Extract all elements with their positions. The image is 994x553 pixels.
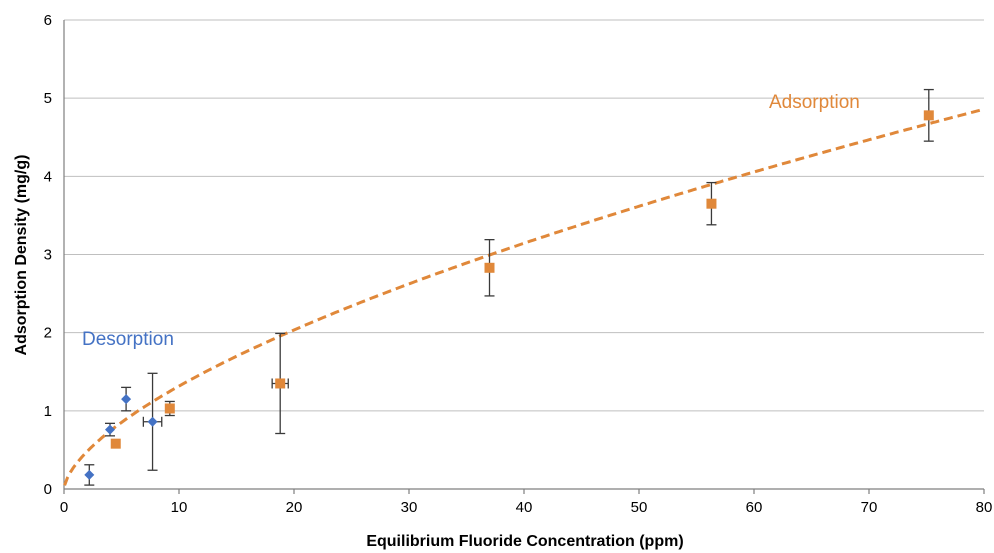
x-axis-title: Equilibrium Fluoride Concentration (ppm): [366, 533, 683, 550]
data-point-adsorption: [923, 110, 934, 121]
adsorption-label: Adsorption: [769, 92, 860, 113]
y-tick-label: 1: [44, 403, 52, 420]
x-tick-label: 20: [286, 499, 303, 516]
x-tick-label: 80: [976, 499, 993, 516]
x-tick-label: 0: [60, 499, 68, 516]
data-point-desorption: [105, 424, 115, 435]
desorption-label: Desorption: [82, 329, 174, 350]
y-tick-label: 5: [44, 90, 52, 107]
data-point-desorption: [121, 394, 132, 405]
data-point-desorption: [84, 469, 95, 480]
data-point-desorption: [147, 416, 158, 427]
error-bars: [84, 88, 934, 486]
fit-line-adsorption: [63, 108, 983, 486]
gridlines: [64, 19, 984, 412]
y-tick-label: 4: [44, 168, 52, 185]
y-tick-labels: 0 1 2 3 4 5 6: [44, 12, 52, 498]
data-point-adsorption: [164, 403, 175, 414]
x-tick-label: 10: [171, 499, 188, 516]
y-axis-title: Adsorption Density (mg/g): [13, 155, 30, 356]
axes: [63, 20, 985, 494]
data-point-adsorption: [110, 438, 121, 449]
x-tick-label: 30: [401, 499, 418, 516]
data-point-adsorption: [275, 378, 286, 389]
data-markers: [84, 110, 934, 480]
y-tick-label: 6: [44, 12, 52, 29]
y-tick-label: 3: [44, 247, 52, 264]
data-point-adsorption: [706, 198, 717, 209]
fit-curves: [63, 108, 983, 486]
x-tick-label: 40: [516, 499, 533, 516]
y-tick-label: 2: [44, 325, 52, 342]
y-tick-label: 0: [44, 481, 52, 498]
x-tick-label: 50: [631, 499, 648, 516]
x-tick-labels: 0 10 20 30 40 50 60 70 80: [60, 499, 993, 516]
x-tick-label: 60: [746, 499, 763, 516]
x-tick-label: 70: [861, 499, 878, 516]
data-point-adsorption: [484, 262, 495, 273]
